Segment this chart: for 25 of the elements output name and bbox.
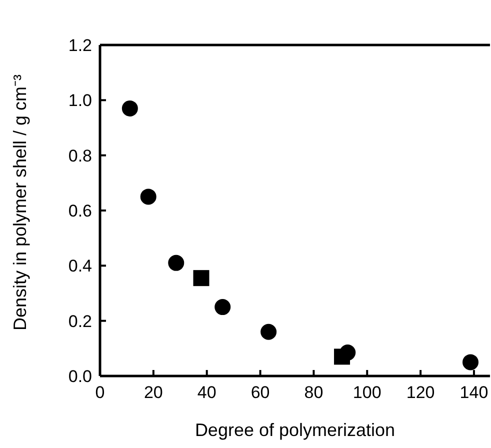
x-tick-label: 80 (304, 383, 324, 402)
y-tick-label: 1.0 (68, 91, 92, 110)
point (462, 354, 478, 370)
x-tick-label: 0 (95, 383, 105, 402)
y-tick-label: 1.2 (68, 36, 92, 55)
y-axis-title: Density in polymer shell / g cm⁻³ (10, 74, 30, 331)
point (214, 299, 231, 316)
x-tick-label: 120 (406, 383, 435, 402)
x-axis-title: Degree of polymerization (194, 420, 396, 440)
point (140, 188, 156, 205)
y-tick-label: 0.2 (68, 312, 92, 331)
y-tick-label: 0.6 (68, 202, 92, 220)
point (193, 270, 210, 286)
point (122, 100, 138, 116)
point (168, 254, 184, 271)
point (260, 324, 277, 340)
x-tick-label: 140 (460, 383, 488, 402)
x-tick-label: 60 (250, 383, 270, 402)
y-tick-label: 0.0 (68, 367, 92, 386)
x-tick-label: 100 (352, 383, 382, 402)
y-tick-label: 0.8 (68, 146, 92, 166)
x-tick-label: 40 (197, 383, 216, 402)
y-tick-label: 0.4 (68, 256, 92, 276)
x-tick-label: 20 (144, 383, 163, 402)
point (340, 344, 356, 361)
